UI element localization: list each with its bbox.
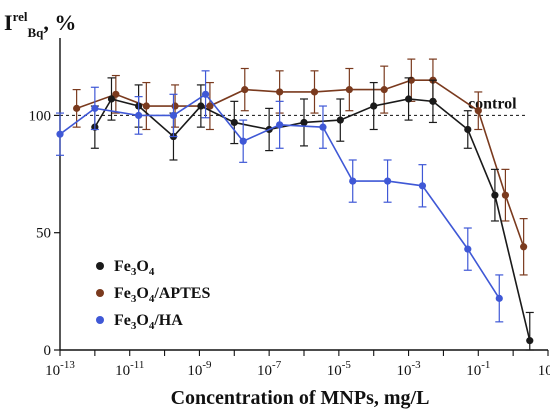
legend-item: Fe3O4 (96, 258, 155, 278)
data-point (240, 138, 247, 145)
series-fe3o4-aptes (73, 59, 528, 275)
data-point (143, 102, 150, 109)
data-point (91, 105, 98, 112)
legend-label: Fe3O4/APTES (114, 285, 210, 305)
data-point (464, 246, 471, 253)
series-line (95, 99, 530, 341)
legend-item: Fe3O4/HA (96, 312, 183, 332)
data-point (381, 86, 388, 93)
x-axis-title: Concentration of MNPs, mg/L (171, 387, 430, 409)
y-axis-label: IrelBq, % (4, 9, 76, 40)
legend-label: Fe3O4/HA (114, 312, 183, 332)
x-tick-label: 10-7 (257, 359, 282, 379)
x-tick-label: 10-9 (187, 359, 212, 379)
data-point (496, 295, 503, 302)
legend-marker (96, 316, 104, 324)
x-tick-label: 10-1 (466, 359, 490, 379)
data-point (464, 126, 471, 133)
data-point (311, 88, 318, 95)
data-point (171, 102, 178, 109)
data-point (135, 112, 142, 119)
data-point (419, 182, 426, 189)
data-point (526, 337, 533, 344)
data-point (276, 121, 283, 128)
data-point (337, 117, 344, 124)
data-point (384, 177, 391, 184)
data-point (300, 119, 307, 126)
x-tick-label: 101 (538, 359, 550, 379)
data-point (73, 105, 80, 112)
data-point (276, 88, 283, 95)
data-point (520, 243, 527, 250)
series-fe3o4 (91, 78, 534, 350)
legend-marker (96, 262, 104, 270)
x-tick-label: 10-5 (327, 359, 352, 379)
data-point (197, 102, 204, 109)
data-point (202, 91, 209, 98)
x-tick-label: 10-11 (115, 359, 144, 379)
y-tick-label: 50 (36, 226, 51, 242)
data-point (370, 102, 377, 109)
data-point (170, 112, 177, 119)
y-tick-label: 100 (29, 108, 52, 124)
data-point (319, 124, 326, 131)
legend-item: Fe3O4/APTES (96, 285, 210, 305)
x-tick-label: 10-13 (45, 359, 75, 379)
data-point (56, 131, 63, 138)
data-point (502, 192, 509, 199)
data-point (241, 86, 248, 93)
data-point (475, 107, 482, 114)
data-point (405, 95, 412, 102)
svg-text:IrelBq, %: IrelBq, % (4, 9, 76, 40)
series-layer (56, 59, 534, 350)
x-ticks: 10-13 10-11 10-9 10-7 10-5 10-3 10-1 101 (45, 350, 550, 379)
data-point (231, 119, 238, 126)
y-ticks: 0 50 100 (29, 108, 61, 359)
y-tick-label: 0 (44, 343, 52, 359)
legend: Fe3O4 Fe3O4/APTES Fe3O4/HA (96, 258, 210, 332)
legend-marker (96, 289, 104, 297)
legend-label: Fe3O4 (114, 258, 155, 278)
x-tick-label: 10-3 (396, 359, 421, 379)
data-point (349, 177, 356, 184)
data-point (346, 86, 353, 93)
data-point (491, 192, 498, 199)
data-point (429, 98, 436, 105)
data-point (108, 95, 115, 102)
